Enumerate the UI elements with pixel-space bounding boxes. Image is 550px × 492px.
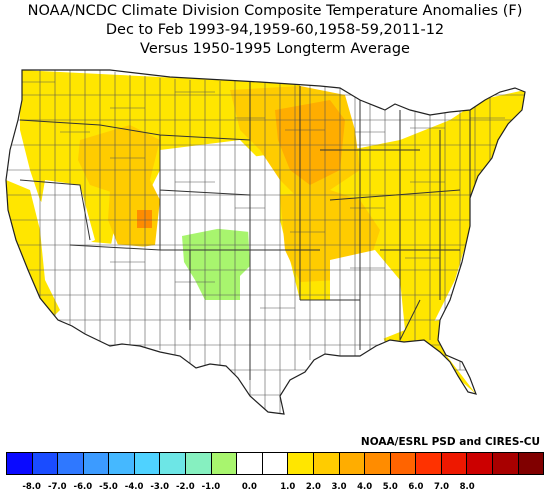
data-credit: NOAA/ESRL PSD and CIRES-CU xyxy=(360,436,540,448)
legend-tick-label: 2.0 xyxy=(305,482,321,492)
legend-tick-label: 1.0 xyxy=(280,482,296,492)
legend-tick-label: -5.0 xyxy=(99,482,118,492)
region-pacific-coast-yellow xyxy=(6,180,60,320)
legend-swatch xyxy=(441,453,468,474)
region-idaho-gold xyxy=(78,125,160,195)
legend-swatch xyxy=(365,453,391,474)
legend-swatch xyxy=(416,453,442,474)
region-southeast-white xyxy=(330,250,405,345)
legend-swatch xyxy=(339,453,366,474)
legend-swatch xyxy=(237,453,263,474)
legend-tick-label: 3.0 xyxy=(331,482,347,492)
map-title-line2: Dec to Feb 1993-94,1959-60,1958-59,2011-… xyxy=(105,22,445,38)
color-scale-legend xyxy=(6,452,544,475)
legend-swatch xyxy=(134,453,161,474)
map-title-line1: NOAA/NCDC Climate Division Composite Tem… xyxy=(27,3,523,19)
legend-tick-label: 0.0 xyxy=(241,482,257,492)
legend-swatch xyxy=(288,453,314,474)
region-utah-dark-orange xyxy=(137,210,152,228)
legend-swatch xyxy=(7,453,33,474)
legend-tick-label: 5.0 xyxy=(382,482,398,492)
legend-swatch xyxy=(467,453,493,474)
legend-tick-label: 8.0 xyxy=(459,482,475,492)
legend-swatch xyxy=(109,453,135,474)
legend-tick-label: 6.0 xyxy=(408,482,424,492)
map-title-line3: Versus 1950-1995 Longterm Average xyxy=(140,41,410,57)
legend-swatch xyxy=(313,453,340,474)
legend-tick-label: -2.0 xyxy=(176,482,195,492)
legend-tick-label: 7.0 xyxy=(433,482,450,492)
legend-swatch xyxy=(160,453,187,474)
legend-swatch xyxy=(518,453,544,474)
legend-tick-label: 4.0 xyxy=(357,482,373,492)
legend-swatch xyxy=(211,453,238,474)
legend-tick-label: -4.0 xyxy=(124,482,144,492)
legend-swatch xyxy=(186,453,212,474)
legend-swatch xyxy=(262,453,289,474)
legend-tick-label: -3.0 xyxy=(150,482,169,492)
legend-swatch xyxy=(58,453,84,474)
legend-swatch xyxy=(492,453,519,474)
us-climate-division-map xyxy=(5,69,526,415)
legend-tick-label: -1.0 xyxy=(201,482,221,492)
legend-swatch xyxy=(83,453,110,474)
region-utah-gold xyxy=(108,180,160,250)
region-florida-yellow xyxy=(380,320,476,394)
legend-swatch xyxy=(32,453,59,474)
anomaly-regions xyxy=(6,70,525,414)
region-texas-white xyxy=(180,300,340,414)
legend-tick-label: -6.0 xyxy=(73,482,93,492)
state-borders xyxy=(19,82,471,380)
legend-tick-label: -7.0 xyxy=(47,482,67,492)
region-nevada-white xyxy=(40,180,95,250)
legend-tick-label: -8.0 xyxy=(22,482,41,492)
legend-swatch xyxy=(390,453,417,474)
